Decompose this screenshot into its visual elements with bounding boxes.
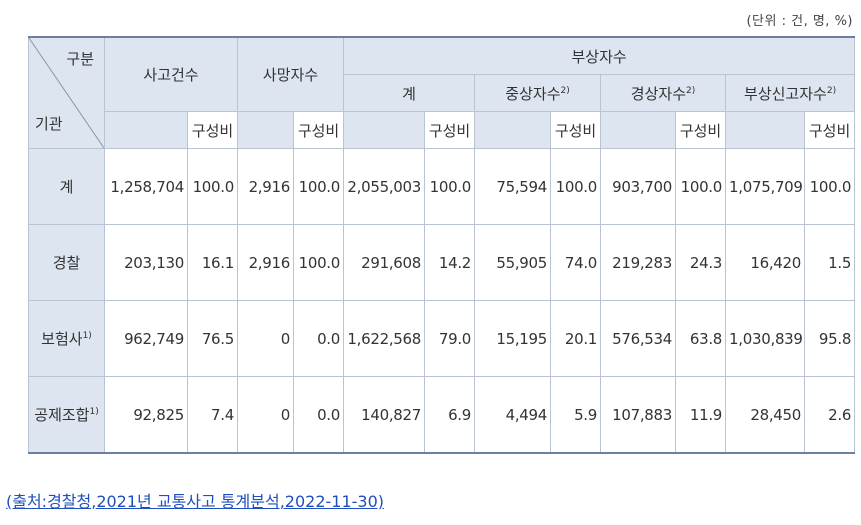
- header-ratio: 구성비: [804, 111, 856, 149]
- header-institution: 기관: [35, 115, 63, 133]
- cell-accidents: 203,130: [104, 224, 188, 301]
- cell-injured-ratio: 100.0: [424, 148, 476, 225]
- cell-serious-ratio: 5.9: [550, 376, 602, 454]
- cell-accidents: 92,825: [104, 376, 188, 454]
- cell-serious-ratio: 20.1: [550, 300, 602, 377]
- header-deaths: 사망자수: [237, 36, 345, 112]
- header-ratio: 구성비: [186, 111, 239, 149]
- cell-deaths-ratio: 0.0: [293, 376, 345, 454]
- cell-injured: 1,622,568: [343, 300, 426, 377]
- cell-reported: 1,075,709: [725, 148, 806, 225]
- header-accidents: 사고건수: [103, 36, 239, 112]
- diagonal-line: [29, 38, 104, 148]
- header-blank: [725, 111, 806, 149]
- cell-reported-ratio: 2.6: [804, 376, 856, 454]
- header-category: 구분: [66, 50, 94, 68]
- header-minor: 경상자수2): [600, 74, 727, 112]
- cell-deaths-ratio: 100.0: [293, 224, 345, 301]
- header-serious: 중상자수2): [474, 74, 602, 112]
- cell-deaths-ratio: 0.0: [293, 300, 345, 377]
- header-ratio: 구성비: [550, 111, 602, 149]
- cell-serious: 55,905: [474, 224, 552, 301]
- header-injured: 부상자수: [343, 36, 856, 75]
- cell-minor-ratio: 24.3: [675, 224, 727, 301]
- row-label: 보험사1): [28, 300, 105, 377]
- cell-minor: 903,700: [600, 148, 677, 225]
- cell-minor-ratio: 100.0: [675, 148, 727, 225]
- cell-reported-ratio: 100.0: [804, 148, 856, 225]
- cell-reported: 28,450: [725, 376, 806, 454]
- header-ratio: 구성비: [675, 111, 727, 149]
- cell-minor-ratio: 11.9: [675, 376, 727, 454]
- row-label: 경찰: [28, 224, 105, 301]
- header-blank: [600, 111, 677, 149]
- cell-reported-ratio: 95.8: [804, 300, 856, 377]
- cell-injured: 291,608: [343, 224, 426, 301]
- cell-accidents: 962,749: [104, 300, 188, 377]
- cell-injured: 140,827: [343, 376, 426, 454]
- cell-accidents: 1,258,704: [104, 148, 188, 225]
- table-row: 계 1,258,704 100.0 2,916 100.0 2,055,003 …: [28, 148, 856, 225]
- cell-reported: 16,420: [725, 224, 806, 301]
- header-ratio: 구성비: [424, 111, 476, 149]
- cell-serious-ratio: 100.0: [550, 148, 602, 225]
- header-blank: [237, 111, 295, 149]
- row-label: 공제조합1): [28, 376, 105, 454]
- cell-serious: 4,494: [474, 376, 552, 454]
- header-blank: [104, 111, 188, 149]
- cell-reported-ratio: 1.5: [804, 224, 856, 301]
- header-blank: [343, 111, 426, 149]
- table-row: 공제조합1) 92,825 7.4 0 0.0 140,827 6.9 4,49…: [28, 376, 856, 454]
- cell-deaths-ratio: 100.0: [293, 148, 345, 225]
- cell-injured-ratio: 6.9: [424, 376, 476, 454]
- cell-minor: 219,283: [600, 224, 677, 301]
- cell-serious-ratio: 74.0: [550, 224, 602, 301]
- cell-reported: 1,030,839: [725, 300, 806, 377]
- cell-injured-ratio: 14.2: [424, 224, 476, 301]
- cell-serious: 15,195: [474, 300, 552, 377]
- table-row: 보험사1) 962,749 76.5 0 0.0 1,622,568 79.0 …: [28, 300, 856, 377]
- cell-deaths: 2,916: [237, 148, 295, 225]
- source-link[interactable]: (출처:경찰청,2021년 교통사고 통계분석,2022-11-30): [6, 492, 385, 511]
- cell-accidents-ratio: 100.0: [186, 148, 239, 225]
- header-corner-cell: 구분 기관: [28, 36, 105, 149]
- unit-label: (단위 : 건, 명, %): [746, 14, 853, 29]
- traffic-accident-table: 구분 기관 사고건수 사망자수 부상자수 계 중상자수2) 경상자수2) 부상신…: [28, 36, 856, 454]
- cell-deaths: 0: [237, 300, 295, 377]
- cell-minor-ratio: 63.8: [675, 300, 727, 377]
- cell-deaths: 2,916: [237, 224, 295, 301]
- header-reported: 부상신고자수2): [725, 74, 856, 112]
- cell-deaths: 0: [237, 376, 295, 454]
- cell-accidents-ratio: 7.4: [186, 376, 239, 454]
- row-label: 계: [28, 148, 105, 225]
- cell-injured-ratio: 79.0: [424, 300, 476, 377]
- cell-serious: 75,594: [474, 148, 552, 225]
- cell-accidents-ratio: 76.5: [186, 300, 239, 377]
- cell-injured: 2,055,003: [343, 148, 426, 225]
- header-blank: [474, 111, 552, 149]
- header-injured-total: 계: [343, 74, 476, 112]
- cell-minor: 576,534: [600, 300, 677, 377]
- header-ratio: 구성비: [293, 111, 345, 149]
- cell-accidents-ratio: 16.1: [186, 224, 239, 301]
- table-row: 경찰 203,130 16.1 2,916 100.0 291,608 14.2…: [28, 224, 856, 301]
- cell-minor: 107,883: [600, 376, 677, 454]
